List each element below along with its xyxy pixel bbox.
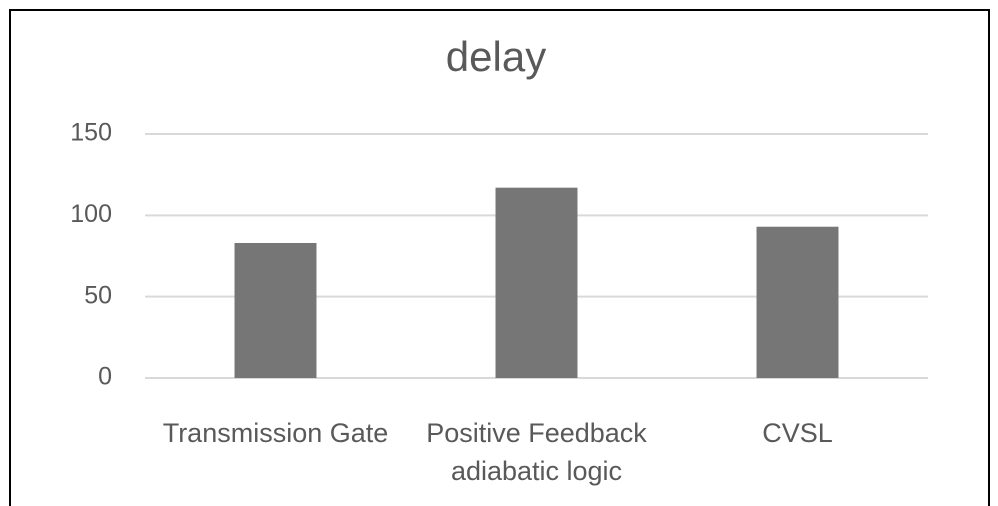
y-tick-label: 0 [98,363,112,391]
bar [756,226,839,378]
bar [234,242,317,378]
chart-title: delay [446,33,546,80]
x-tick-label: Positive Feedback adiabatic logic [426,418,647,486]
chart-frame [9,9,990,506]
y-tick-label: 150 [70,119,112,147]
y-tick-label: 50 [84,281,112,309]
y-tick-label: 100 [70,200,112,228]
x-tick-label: Transmission Gate [162,418,389,448]
x-tick-label: CVSL [762,418,833,448]
bar [495,187,578,378]
